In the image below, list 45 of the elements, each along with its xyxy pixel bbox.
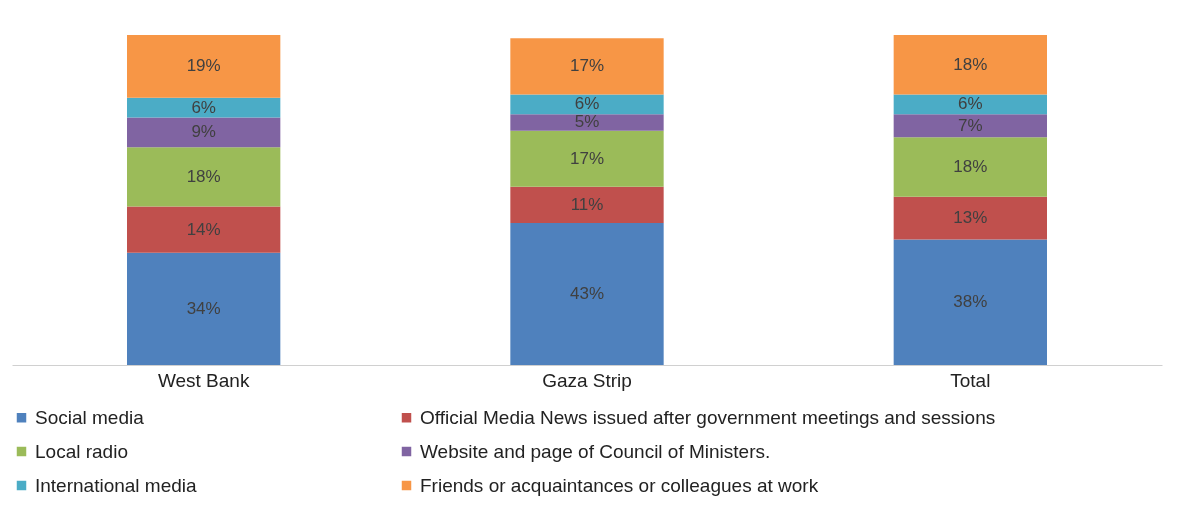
bar (893, 94, 1047, 115)
bar (893, 239, 1047, 365)
data-label: 13% (953, 208, 988, 228)
data-label: 18% (186, 166, 221, 186)
x-tick-label: West Bank (157, 369, 250, 391)
data-label: 6% (958, 94, 983, 114)
bar (127, 97, 281, 118)
x-tick-label: Total (950, 369, 991, 391)
legend-label: Social media (35, 406, 145, 428)
data-label: 17% (569, 148, 605, 168)
data-label: 43% (569, 284, 605, 304)
legend-label: Friends or acquaintances or colleagues at work (420, 474, 819, 496)
data-label: 6% (574, 94, 600, 114)
x-tick-label: Gaza Strip (542, 369, 632, 391)
bar (510, 130, 664, 187)
bar (893, 35, 1047, 95)
legend-label: Website and page of Council of Ministers. (420, 440, 771, 462)
bar (893, 137, 1047, 197)
data-label: 5% (574, 112, 600, 132)
data-label: 34% (186, 298, 221, 318)
bar (127, 252, 281, 365)
data-label: 9% (191, 122, 216, 142)
data-label: 6% (191, 97, 216, 117)
bar (127, 35, 281, 98)
bar (510, 38, 664, 95)
data-label: 18% (953, 54, 988, 74)
data-label: 18% (953, 157, 988, 176)
bar (893, 196, 1047, 240)
data-label: 11% (570, 194, 604, 214)
bar (127, 206, 281, 253)
legend-label: International media (35, 474, 198, 496)
bar (893, 114, 1047, 138)
data-label: 19% (186, 56, 221, 76)
legend-label: Official Media News issued after government meetings and sessions (420, 406, 996, 428)
bar (510, 94, 664, 115)
data-label: 38% (953, 292, 988, 312)
bar (127, 117, 281, 148)
data-label: 14% (186, 219, 221, 239)
bar (510, 223, 664, 365)
bar (510, 186, 664, 224)
bar (510, 114, 664, 131)
data-label: 17% (569, 56, 605, 76)
legend-label: Local radio (35, 440, 128, 462)
data-label: 7% (958, 115, 983, 135)
bar (127, 147, 281, 207)
